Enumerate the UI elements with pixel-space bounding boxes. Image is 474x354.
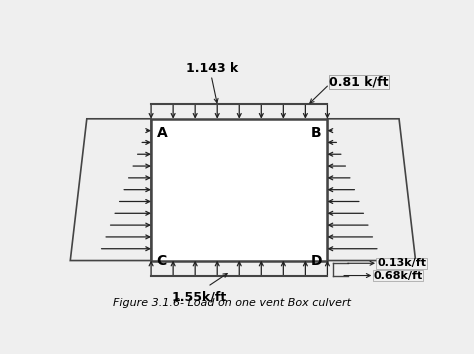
- Text: 1.55k/ft: 1.55k/ft: [171, 291, 227, 303]
- Text: A: A: [156, 126, 167, 139]
- Text: 1.143 k: 1.143 k: [186, 62, 238, 75]
- Text: 0.13k/ft: 0.13k/ft: [377, 258, 426, 268]
- Polygon shape: [151, 119, 328, 261]
- Text: D: D: [311, 254, 322, 268]
- Text: 0.68k/ft: 0.68k/ft: [374, 270, 423, 280]
- Text: C: C: [156, 254, 167, 268]
- Text: 0.81 k/ft: 0.81 k/ft: [329, 75, 389, 88]
- Text: Figure 3.1.6- Load on one vent Box culvert: Figure 3.1.6- Load on one vent Box culve…: [113, 298, 351, 308]
- Text: B: B: [311, 126, 321, 139]
